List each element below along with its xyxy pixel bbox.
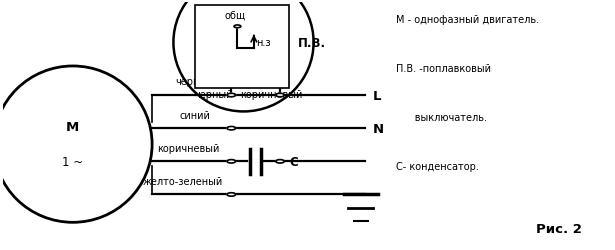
Text: н.з: н.з xyxy=(256,38,271,48)
Text: П.В. -поплавковый: П.В. -поплавковый xyxy=(396,64,491,74)
Circle shape xyxy=(276,94,284,98)
Text: черный: черный xyxy=(175,77,214,87)
Circle shape xyxy=(276,160,284,164)
Text: П.В.: П.В. xyxy=(298,37,327,50)
Text: общ: общ xyxy=(225,10,246,20)
Text: синий: синий xyxy=(180,110,210,120)
Text: C: C xyxy=(289,155,298,168)
Text: L: L xyxy=(373,89,381,102)
Circle shape xyxy=(227,160,236,164)
Text: коричневый: коричневый xyxy=(240,90,302,100)
Text: N: N xyxy=(373,122,384,135)
Circle shape xyxy=(227,193,236,196)
Bar xyxy=(195,6,289,88)
Text: М - однофазный двигатель.: М - однофазный двигатель. xyxy=(396,15,539,25)
Text: желто-зеленый: желто-зеленый xyxy=(143,176,223,186)
Circle shape xyxy=(227,127,236,130)
Text: выключатель.: выключатель. xyxy=(396,113,487,123)
Text: М: М xyxy=(66,121,79,134)
Text: коричневый: коричневый xyxy=(157,143,220,153)
Circle shape xyxy=(227,94,236,98)
Text: 1 ~: 1 ~ xyxy=(62,155,84,168)
Text: С- конденсатор.: С- конденсатор. xyxy=(396,162,478,172)
Circle shape xyxy=(234,26,241,29)
Text: Рис. 2: Рис. 2 xyxy=(536,222,582,235)
Text: черный: черный xyxy=(194,90,232,100)
